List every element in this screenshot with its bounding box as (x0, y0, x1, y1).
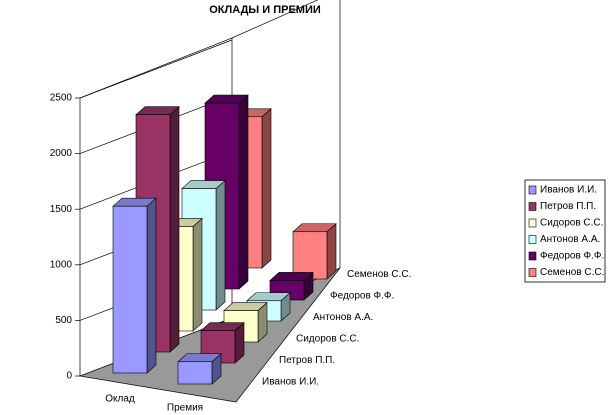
legend-label: Федоров Ф.Ф. (540, 251, 604, 262)
legend-label: Петров П.П. (540, 201, 596, 212)
bar-side (326, 223, 337, 280)
bar-side (169, 106, 180, 353)
bar-side (146, 197, 157, 374)
depth-tick-label: Иванов И.И. (262, 377, 319, 388)
legend-label: Сидоров С.С. (540, 218, 603, 229)
y-tick-label: 1500 (50, 204, 73, 215)
bar-side (261, 108, 272, 269)
bar-front (112, 205, 148, 374)
bar-front (177, 361, 213, 385)
legend-swatch (528, 185, 537, 195)
chart-title: ОКЛАДЫ И ПРЕМИИ (209, 4, 321, 16)
legend-swatch (528, 218, 537, 228)
depth-tick-label: Петров П.П. (279, 355, 335, 366)
depth-tick-label: Федоров Ф.Ф. (330, 291, 394, 302)
bar-side (192, 217, 203, 332)
legend-swatch (528, 268, 537, 277)
y-tick-label: 500 (55, 315, 72, 326)
x-tick-label: Оклад (105, 394, 135, 405)
x-tick-label: Премия (167, 403, 203, 414)
depth-tick-label: Семенов С.С. (347, 269, 411, 280)
depth-tick-label: Антонов А.А. (313, 312, 373, 323)
bar-side (215, 179, 226, 311)
bar-front (292, 231, 328, 280)
depth-tick-label: Сидоров С.С. (296, 334, 359, 345)
y-tick-label: 2000 (50, 148, 73, 159)
right-wall (231, 0, 341, 268)
y-tick-label: 0 (66, 371, 72, 382)
bar-side (238, 94, 249, 290)
legend-swatch (528, 251, 537, 261)
legend-label: Антонов А.А. (540, 234, 600, 245)
grid-line (79, 39, 233, 99)
y-tick-label: 2500 (50, 93, 73, 104)
legend-label: Семенов С.С. (540, 267, 604, 278)
legend-label: Иванов И.И. (540, 185, 597, 196)
y-tick-label: 1000 (50, 259, 73, 270)
legend (524, 179, 606, 283)
legend-swatch (528, 235, 537, 244)
legend-swatch (528, 202, 537, 211)
